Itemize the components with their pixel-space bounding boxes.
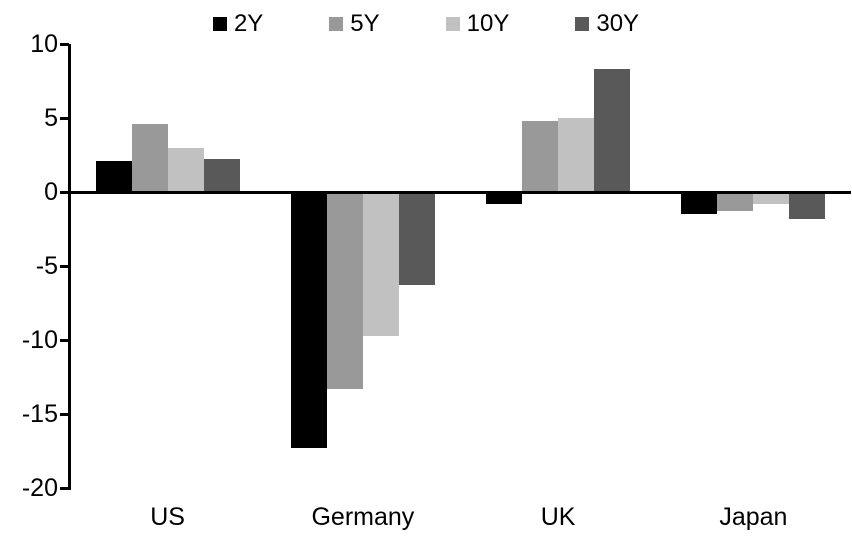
y-tick [60,264,69,268]
legend-label: 5Y [350,10,380,37]
category-label: UK [540,503,576,531]
y-tick [60,412,69,416]
y-tick [60,486,69,490]
y-tick-label: 5 [44,104,58,132]
bar [558,118,595,192]
y-tick [60,116,69,120]
bar [131,123,168,192]
bar [290,192,327,449]
zero-line [70,190,851,194]
y-tick-label: -20 [21,474,58,502]
y-tick-label: -5 [35,252,58,280]
y-tick-label: -15 [21,400,58,428]
bar [95,160,132,192]
bar [398,192,435,286]
bar [594,69,631,192]
bar [789,192,826,219]
legend-swatch [575,17,590,31]
legend-swatch [445,17,460,31]
category-label: US [150,503,185,531]
bar [522,120,559,192]
bar [681,192,718,215]
y-tick-label: 10 [30,30,58,58]
y-tick-label: -10 [21,326,58,354]
category-label: Germany [311,503,415,531]
y-tick [60,338,69,342]
bar [753,192,790,204]
legend-item: 2Y [212,10,264,37]
y-tick [60,42,69,46]
y-axis [68,44,71,490]
y-tick [60,190,69,194]
legend-item: 30Y [575,12,639,36]
legend-item: 5Y [329,10,380,37]
legend-label: 30Y [596,10,640,37]
chart-legend: 2Y 5Y 10Y 30Y [0,12,852,36]
bar [717,192,754,212]
bar [326,192,363,389]
bar [203,159,240,192]
bar [167,147,204,192]
legend-label: 10Y [466,10,510,37]
bar [362,192,399,336]
bar [486,192,523,204]
y-tick-label: 0 [44,178,58,206]
legend-label: 2Y [233,10,264,37]
category-label: Japan [719,503,788,531]
legend-swatch [329,17,344,31]
legend-swatch [212,17,227,31]
legend-item: 10Y [445,10,510,37]
